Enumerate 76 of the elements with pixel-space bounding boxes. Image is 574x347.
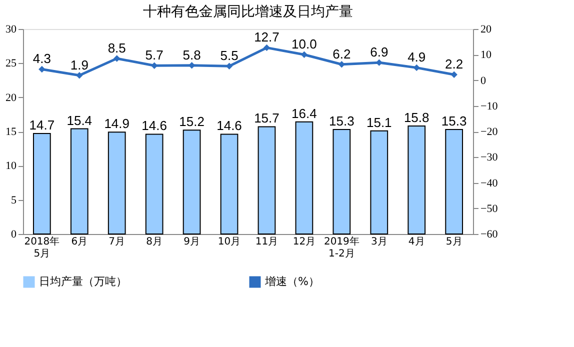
point	[226, 62, 233, 70]
y2-tick-label: 10	[480, 49, 492, 62]
bar	[70, 128, 88, 234]
bar	[32, 133, 51, 234]
bar	[408, 126, 426, 234]
bar	[445, 128, 464, 234]
bar	[145, 134, 164, 234]
point	[413, 64, 420, 72]
x-tick-label: 5月	[446, 236, 462, 248]
y2-tick-label: −50	[480, 202, 498, 215]
data-label: 15.3	[441, 113, 467, 128]
data-label: 5.7	[145, 48, 164, 63]
y2-tick-label: 20	[480, 24, 492, 36]
data-label: 5.8	[182, 47, 201, 62]
bar	[332, 128, 351, 234]
y-tick-label: 30	[6, 24, 17, 36]
y2-tick-label: −30	[480, 152, 498, 164]
y-tick-label: 5	[11, 194, 17, 206]
point	[76, 72, 83, 79]
legend-label: 日均产量（万吨）	[39, 275, 127, 288]
data-label: 10.0	[292, 36, 317, 52]
data-label: 6.9	[370, 44, 388, 60]
point	[38, 66, 46, 73]
data-label: 4.3	[32, 51, 51, 66]
y2-tick-label: −20	[480, 126, 498, 138]
data-label: 8.5	[108, 40, 126, 56]
x-tick-label: 3月	[370, 236, 388, 248]
data-label: 15.1	[366, 114, 392, 130]
point	[450, 71, 458, 78]
x-tick-label: 6月	[71, 236, 88, 248]
y2-tick-label: −60	[480, 228, 498, 240]
y-tick-label: 10	[6, 160, 17, 172]
x-tick-label: 10月	[218, 236, 241, 248]
data-label: 15.7	[254, 110, 280, 126]
y2-tick-label: −10	[480, 100, 498, 112]
data-label: 1.9	[70, 57, 88, 72]
y-tick-label: 20	[6, 92, 17, 104]
data-label: 15.8	[404, 110, 430, 126]
point	[114, 55, 120, 62]
bar	[182, 130, 201, 234]
bar	[370, 130, 388, 234]
bar	[295, 121, 314, 234]
x-tick-label: 11月	[255, 236, 278, 248]
bar	[108, 132, 126, 234]
x-tick-label: 2018年 5月	[24, 236, 60, 260]
data-label: 14.6	[142, 118, 167, 134]
data-label: 15.2	[179, 114, 204, 130]
data-label: 2.2	[445, 56, 464, 72]
y2-tick-label: 0	[480, 74, 486, 87]
y-tick-label: 15	[6, 126, 17, 138]
chart-title: 十种有色金属同比增速及日均产量	[143, 4, 353, 20]
x-tick-label: 7月	[108, 236, 126, 248]
x-tick-label: 2019年 1-2月	[324, 236, 360, 260]
data-label: 15.3	[329, 113, 354, 128]
data-label: 12.7	[254, 30, 280, 45]
bar	[258, 126, 276, 234]
data-label: 6.2	[332, 46, 351, 62]
data-label: 14.6	[216, 118, 242, 134]
point	[263, 44, 270, 52]
data-label: 15.4	[66, 112, 92, 128]
bar	[220, 134, 238, 234]
data-label: 4.9	[408, 50, 426, 65]
x-tick-label: 4月	[408, 236, 425, 248]
x-tick-label: 12月	[292, 236, 316, 248]
data-label: 5.5	[220, 48, 238, 64]
y2-tick-label: −40	[480, 177, 498, 190]
y-tick-label: 0	[11, 228, 17, 240]
legend-label: 增速（%）	[264, 275, 320, 288]
x-tick-label: 8月	[146, 236, 163, 248]
data-label: 16.4	[292, 106, 317, 121]
y-tick-label: 25	[6, 58, 17, 70]
data-label: 14.9	[104, 116, 130, 132]
point	[150, 62, 158, 69]
x-tick-label: 9月	[184, 236, 200, 248]
data-label: 14.7	[29, 118, 55, 133]
point	[300, 51, 308, 58]
